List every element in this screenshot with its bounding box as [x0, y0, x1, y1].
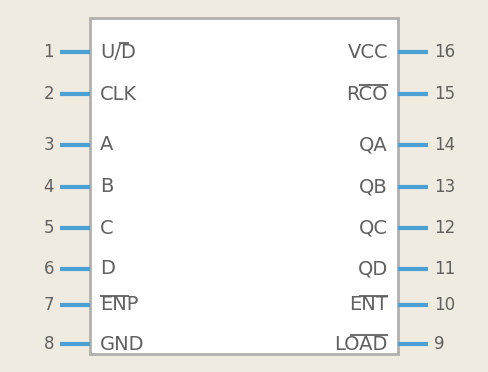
Text: 15: 15	[434, 85, 455, 103]
Text: A: A	[100, 135, 113, 154]
Text: QD: QD	[358, 260, 388, 279]
Text: 12: 12	[434, 219, 455, 237]
Text: 9: 9	[434, 335, 445, 353]
Text: 2: 2	[43, 85, 54, 103]
Text: 7: 7	[43, 296, 54, 314]
Text: 4: 4	[43, 178, 54, 196]
Text: GND: GND	[100, 334, 144, 353]
Text: VCC: VCC	[347, 42, 388, 61]
Text: U/D: U/D	[100, 42, 136, 61]
Text: D: D	[100, 260, 115, 279]
Text: 10: 10	[434, 296, 455, 314]
Text: QB: QB	[359, 177, 388, 196]
Text: RCO: RCO	[346, 84, 388, 103]
Text: 11: 11	[434, 260, 455, 278]
Text: QC: QC	[359, 218, 388, 237]
Text: 3: 3	[43, 136, 54, 154]
Text: 6: 6	[43, 260, 54, 278]
Text: QA: QA	[359, 135, 388, 154]
Text: B: B	[100, 177, 113, 196]
Text: CLK: CLK	[100, 84, 137, 103]
Text: 14: 14	[434, 136, 455, 154]
Text: 16: 16	[434, 43, 455, 61]
Text: LOAD: LOAD	[335, 334, 388, 353]
Text: 1: 1	[43, 43, 54, 61]
Text: ENP: ENP	[100, 295, 139, 314]
Text: ENT: ENT	[349, 295, 388, 314]
Text: C: C	[100, 218, 114, 237]
Text: 13: 13	[434, 178, 455, 196]
Text: 8: 8	[43, 335, 54, 353]
Text: 5: 5	[43, 219, 54, 237]
Bar	[90, 18, 398, 354]
